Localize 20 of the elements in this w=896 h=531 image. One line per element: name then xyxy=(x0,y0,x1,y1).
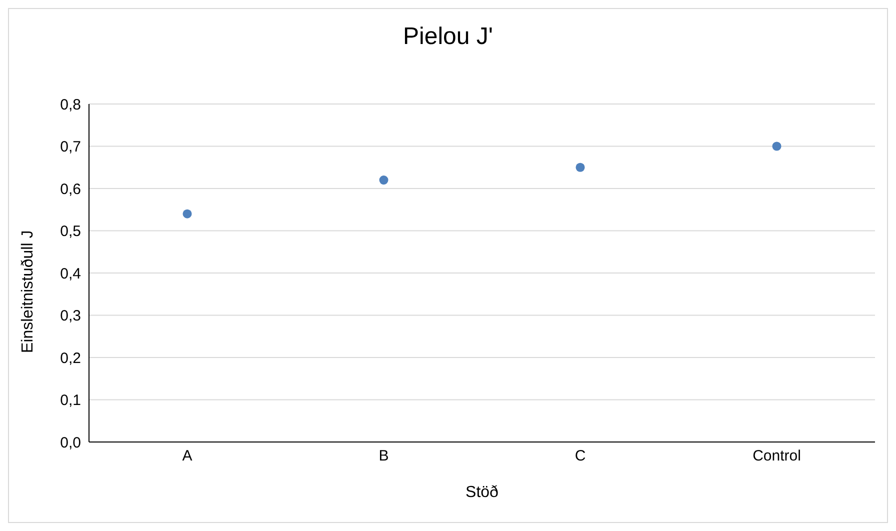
point xyxy=(772,142,782,151)
y-tick-label: 0,0 xyxy=(60,434,81,452)
y-axis-title: Einsleitnistuðull J xyxy=(20,230,37,353)
y-tick-label: 0,2 xyxy=(60,350,81,367)
x-tick-label: A xyxy=(182,448,192,465)
y-tick-label: 0,5 xyxy=(60,223,81,240)
y-tick-label: 0,7 xyxy=(60,138,81,156)
x-tick-label: B xyxy=(378,448,389,465)
x-tick-label: Control xyxy=(752,448,801,465)
point xyxy=(379,176,388,185)
y-tick-label: 0,3 xyxy=(60,308,81,325)
y-tick-label: 0,1 xyxy=(60,392,81,410)
point xyxy=(576,162,585,172)
x-tick-label: C xyxy=(574,448,586,465)
chart-title: Pielou J' xyxy=(402,23,494,51)
y-tick-label: 0,6 xyxy=(60,180,81,198)
point xyxy=(182,209,192,218)
x-axis-title: Stöð xyxy=(466,484,499,501)
y-tick-label: 0,4 xyxy=(60,265,81,282)
y-tick-label: 0,8 xyxy=(60,96,81,114)
